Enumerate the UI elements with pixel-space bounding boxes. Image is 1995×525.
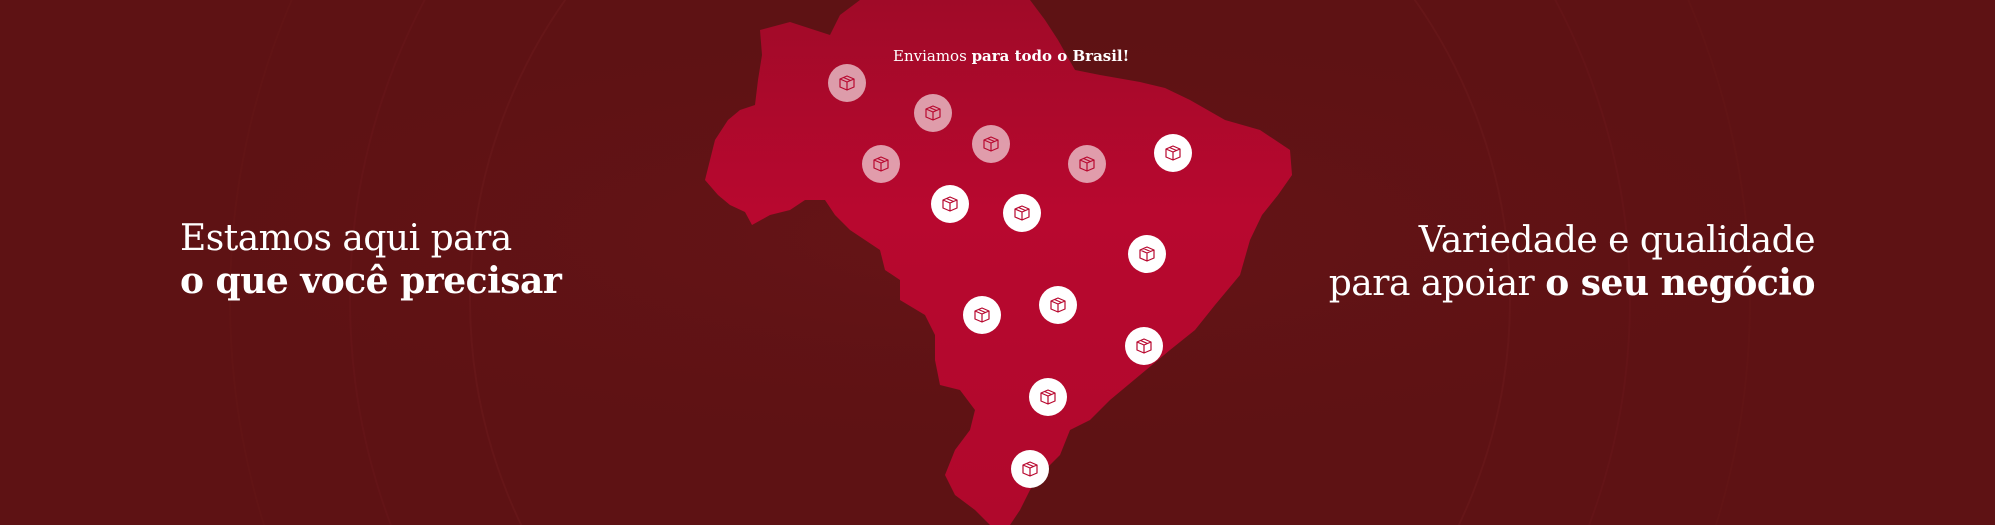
package-pin: [1011, 450, 1049, 488]
package-box-icon: [1139, 246, 1155, 262]
package-pin: [1128, 235, 1166, 273]
right-headline-line2-prefix: para apoiar: [1328, 263, 1535, 304]
right-headline-line2-bold: o seu negócio: [1545, 262, 1815, 304]
map-caption-bold: para todo o Brasil!: [971, 47, 1130, 65]
left-headline: Estamos aqui para o que você precisar: [180, 218, 562, 302]
package-pin: [1154, 134, 1192, 172]
package-pin: [1029, 378, 1067, 416]
package-box-icon: [1040, 389, 1056, 405]
package-box-icon: [974, 307, 990, 323]
package-box-icon: [925, 105, 941, 121]
package-box-icon: [983, 136, 999, 152]
package-box-icon: [1136, 338, 1152, 354]
left-headline-line1: Estamos aqui para: [180, 218, 512, 259]
map-caption-prefix: Enviamos: [893, 47, 967, 65]
package-box-icon: [942, 196, 958, 212]
package-pin: [1068, 145, 1106, 183]
package-pin: [1039, 286, 1077, 324]
package-pin: [914, 94, 952, 132]
right-headline-line1: Variedade e qualidade: [1418, 220, 1816, 261]
left-headline-line2: o que você precisar: [180, 260, 562, 302]
package-box-icon: [1050, 297, 1066, 313]
package-pin: [972, 125, 1010, 163]
package-box-icon: [1022, 461, 1038, 477]
package-pin: [1003, 194, 1041, 232]
right-headline: Variedade e qualidade para apoiar o seu …: [1328, 220, 1816, 305]
package-pin: [828, 64, 866, 102]
package-box-icon: [1014, 205, 1030, 221]
package-box-icon: [873, 156, 889, 172]
package-pin: [862, 145, 900, 183]
package-pin: [931, 185, 969, 223]
package-pin: [963, 296, 1001, 334]
package-pin: [1125, 327, 1163, 365]
map-caption: Enviamos para todo o Brasil!: [893, 47, 1129, 65]
package-box-icon: [839, 75, 855, 91]
package-box-icon: [1165, 145, 1181, 161]
package-box-icon: [1079, 156, 1095, 172]
